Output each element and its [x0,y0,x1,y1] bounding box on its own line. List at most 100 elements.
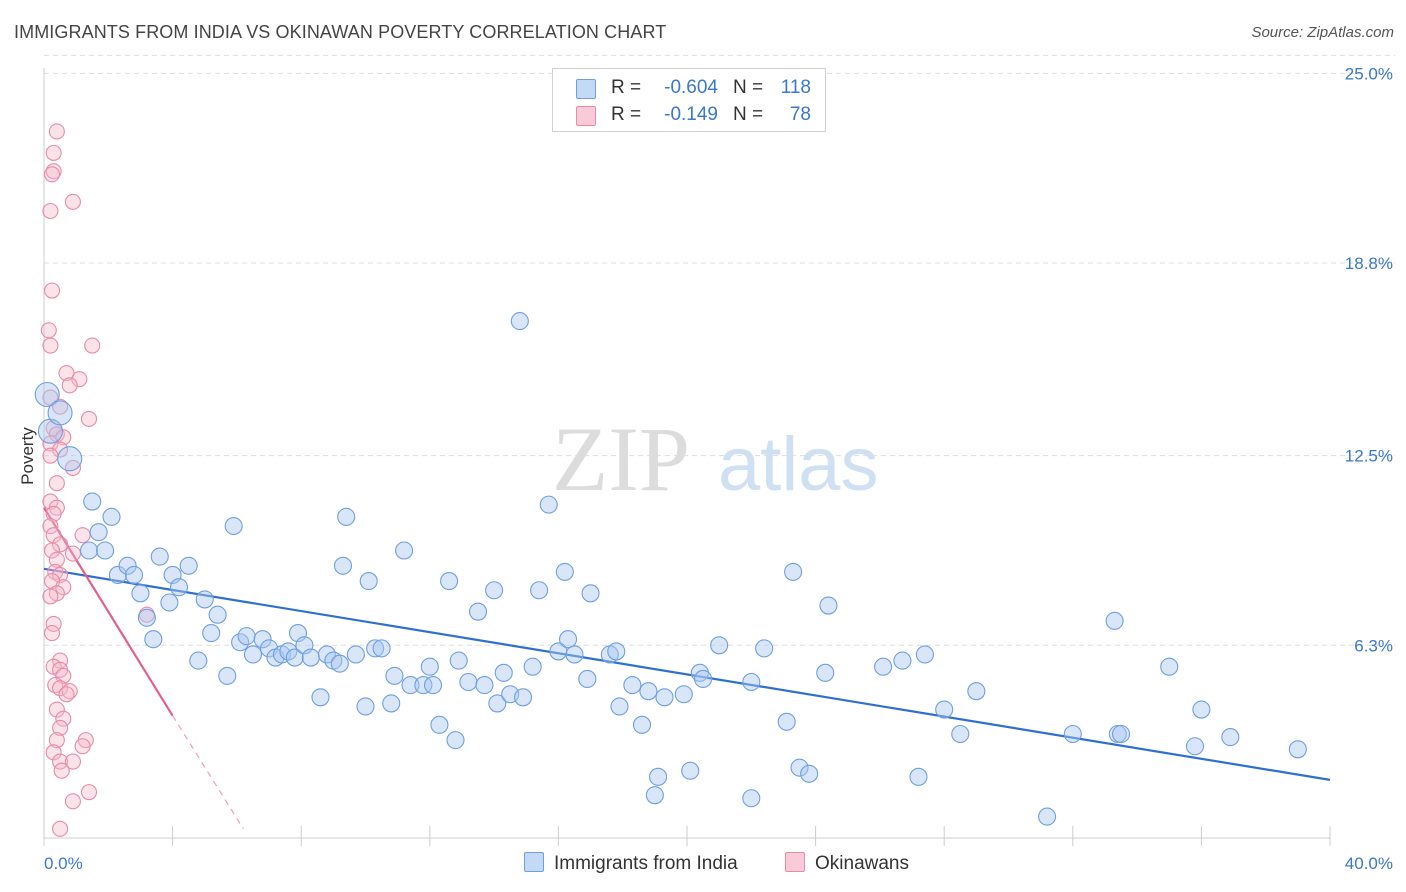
india-point [777,712,796,731]
india-point [909,767,928,786]
india-point [144,630,163,649]
okinawa-legend-label: Okinawans [815,853,909,874]
india-point [366,639,385,658]
india-point [137,608,156,627]
india-point [639,682,658,701]
india-point [420,657,439,676]
india-point [655,688,674,707]
india-point [346,645,365,664]
okinawa-point [43,542,61,559]
watermark-zip: ZIP [552,408,690,510]
india-point [311,688,330,707]
okinawa-point [42,517,59,535]
india-point [89,523,108,542]
india-point [1160,657,1179,676]
india-point [513,688,533,707]
india-legend-swatch [524,852,544,872]
india-point [237,627,256,646]
india-point [539,495,558,514]
india-point [510,312,529,331]
okinawa-point [52,652,69,669]
okinawa-point [52,820,69,837]
india-point [488,694,507,713]
india-point [742,789,761,808]
india-point [395,541,414,560]
india-point [623,676,642,695]
india-point [1221,728,1240,747]
okinawa-trend-line [43,507,174,717]
okinawa-point [64,545,81,562]
okinawa-point [48,123,65,140]
chart-title: IMMIGRANTS FROM INDIA VS OKINAWAN POVERT… [14,22,667,42]
bottom-legend-india: Immigrants from India [524,852,738,875]
okinawa-point [74,527,91,544]
india-point [581,584,600,603]
india-point [475,676,494,695]
india-point [935,700,954,719]
india-point [742,672,761,692]
okinawa-point [61,377,78,394]
india-point [485,581,504,600]
x-tick-label-max: 40.0% [1345,854,1393,873]
india-point [1185,737,1205,756]
india-point [1111,724,1131,744]
india-trend-line [43,567,1331,781]
india-point [784,562,803,581]
india-point [681,761,700,780]
india-point [951,724,970,744]
india-point [694,669,713,689]
okinawa-point [55,429,72,446]
okinawa-point [42,588,59,605]
india-point [1288,740,1307,759]
okinawa-point [80,410,98,428]
india-point [578,669,597,689]
okinawa-point [42,447,59,464]
n-value: 118 [780,77,811,98]
india-point [494,663,513,682]
india-point [423,676,443,695]
india-point [674,685,693,704]
india-point [446,731,465,750]
india-point [558,630,578,649]
y-tick-label: 18.8% [1345,254,1393,273]
okinawa-point [52,536,69,553]
okinawa-point [52,719,69,736]
india-point [874,657,893,676]
india-point [47,400,73,426]
axis-labels: 6.3% 12.5% 18.8% 25.0% 0.0% 40.0% Poverty [18,64,1393,873]
india-point [632,715,652,734]
india-point [915,645,934,664]
india-point [449,651,468,670]
y-tick-label: 6.3% [1354,636,1393,655]
okinawa-point [52,441,69,458]
okinawa-point [55,710,72,727]
okinawa-point [64,753,81,770]
okinawa-point [80,784,98,801]
y-tick-label: 12.5% [1345,447,1393,466]
india-point [530,581,549,600]
india-point [649,767,668,786]
india-point [816,663,835,682]
okinawa-point [47,677,64,694]
india-point [967,682,986,701]
india-point [555,562,574,581]
india-point [645,786,664,805]
okinawa-point [64,459,81,476]
india-point [610,697,629,716]
okinawa-point [42,493,59,510]
r-label: R = [611,104,642,125]
india-point [800,764,819,783]
india-point [150,547,169,566]
india-point [1105,611,1124,630]
india-point [83,492,102,511]
okinawa-point [64,793,81,810]
okinawa-point [42,337,59,354]
okinawa-point [55,579,72,596]
india-point [401,676,420,695]
india-point [118,556,137,575]
india-point [253,630,272,649]
india-point [372,639,391,658]
india-point [208,605,227,624]
india-point [301,648,320,667]
india-point [124,565,144,585]
